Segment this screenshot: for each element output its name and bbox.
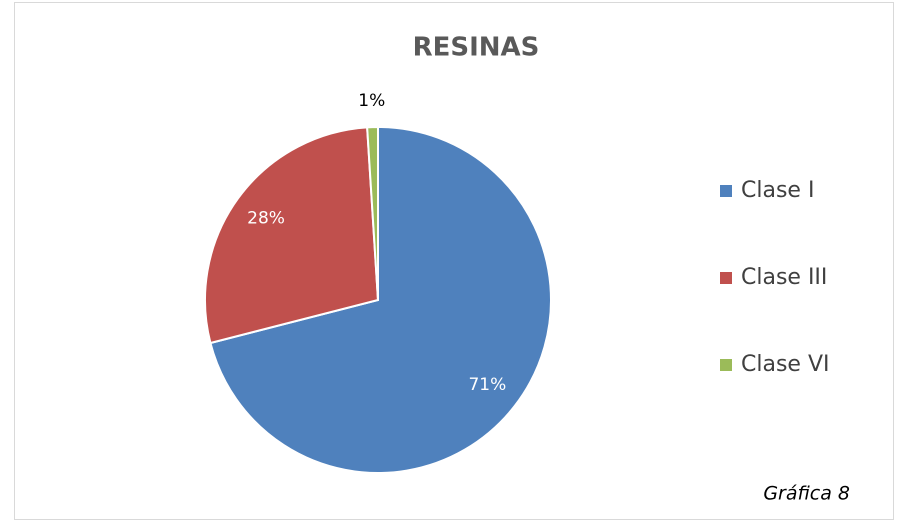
chart-title: RESINAS: [413, 33, 540, 63]
pie-slice: [209, 125, 552, 474]
legend-label: Clase VI: [741, 352, 829, 377]
legend-swatch: [720, 272, 732, 284]
pie-slice: [204, 126, 380, 345]
pie-slice: [366, 125, 379, 301]
data-label: 1%: [358, 91, 385, 111]
legend-label: Clase I: [741, 178, 814, 203]
data-label: 28%: [247, 209, 285, 229]
legend-label: Clase III: [741, 265, 827, 290]
legend-swatch: [720, 359, 732, 371]
annotation: Gráfica 8: [763, 483, 850, 505]
legend-swatch: [720, 185, 732, 197]
data-label: 71%: [468, 375, 506, 395]
